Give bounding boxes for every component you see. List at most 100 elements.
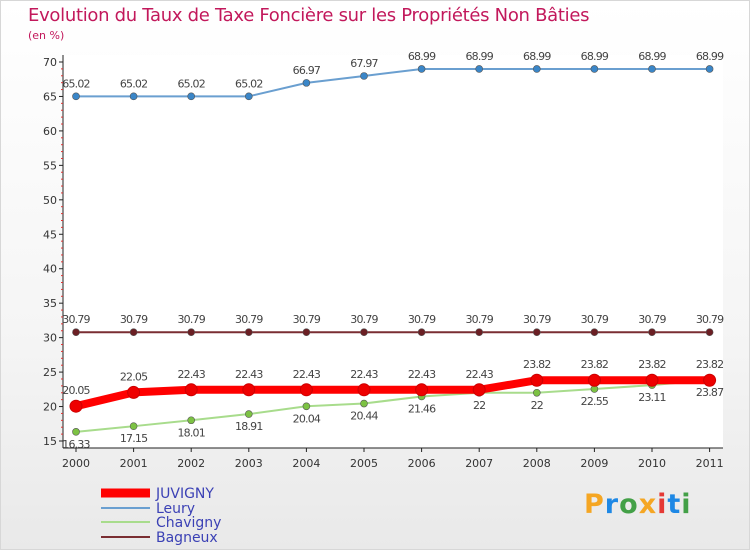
legend-label-chavigny: Chavigny	[156, 515, 221, 531]
legend-label-juvigny: JUVIGNY	[155, 486, 214, 502]
data-label-chavigny-2010: 23.11	[638, 391, 666, 404]
data-label-leury-2005: 67.97	[350, 57, 378, 70]
data-label-juvigny-2002: 22.43	[177, 368, 205, 381]
data-label-leury-2008: 68.99	[523, 50, 551, 63]
y-tick-label: 20	[43, 401, 57, 414]
y-tick-label: 70	[43, 56, 57, 69]
data-label-bagneux-2006: 30.79	[408, 313, 436, 326]
point-juvigny-2011	[703, 373, 717, 387]
point-leury-2005	[360, 72, 368, 80]
data-label-bagneux-2004: 30.79	[293, 313, 321, 326]
data-label-chavigny-2000: 16.33	[62, 438, 90, 451]
point-juvigny-2006	[415, 383, 429, 397]
data-label-juvigny-2009: 23.82	[581, 358, 609, 371]
point-bagneux-2008	[532, 328, 541, 336]
x-tick-label: 2007	[465, 457, 493, 470]
axes: 15 20 25 30 35 40 45 50 55 60 65 70 2000 2001 2002 2003…	[43, 55, 724, 470]
data-label-juvigny-2004: 22.43	[293, 368, 321, 381]
series-layer	[69, 65, 717, 436]
point-leury-2010	[648, 65, 656, 73]
data-label-leury-2006: 68.99	[408, 50, 436, 63]
point-bagneux-2004	[302, 328, 311, 336]
point-bagneux-2005	[360, 328, 368, 336]
x-tick-label: 2003	[235, 457, 263, 470]
point-leury-2009	[590, 65, 599, 73]
x-tick-label: 2002	[177, 457, 205, 470]
proxiti-logo: Proxiti	[584, 489, 692, 520]
data-label-chavigny-2003: 18.91	[235, 420, 263, 433]
series-leury	[72, 65, 714, 101]
y-tick-label: 45	[43, 228, 57, 241]
point-bagneux-2001	[129, 328, 138, 336]
point-juvigny-2007	[472, 383, 486, 397]
x-tick-label: 2001	[120, 457, 148, 470]
y-tick-label: 65	[43, 90, 57, 103]
data-label-chavigny-2002: 18.01	[177, 426, 205, 439]
data-label-chavigny-2008: 22	[531, 399, 543, 412]
x-tick-label: 2004	[292, 457, 320, 470]
data-label-juvigny-2008: 23.82	[523, 358, 551, 371]
point-bagneux-2006	[417, 328, 426, 336]
data-label-leury-2000: 65.02	[62, 77, 90, 90]
data-label-chavigny-2005: 20.44	[350, 410, 378, 423]
point-bagneux-2009	[590, 328, 599, 336]
data-label-juvigny-2003: 22.43	[235, 368, 263, 381]
data-label-bagneux-2003: 30.79	[235, 313, 263, 326]
point-bagneux-2010	[648, 328, 656, 336]
point-bagneux-2002	[187, 328, 195, 336]
point-leury-2001	[129, 92, 138, 101]
y-tick-label: 40	[43, 263, 57, 276]
data-label-leury-2001: 65.02	[120, 77, 148, 90]
point-chavigny-2005	[360, 399, 368, 408]
data-label-bagneux-2008: 30.79	[523, 313, 551, 326]
data-label-bagneux-2010: 30.79	[638, 313, 666, 326]
data-label-bagneux-2009: 30.79	[581, 313, 609, 326]
data-label-leury-2011: 68.99	[696, 50, 724, 63]
data-label-bagneux-2011: 30.79	[696, 313, 724, 326]
data-label-bagneux-2005: 30.79	[350, 313, 378, 326]
data-label-juvigny-2005: 22.43	[350, 368, 378, 381]
point-leury-2007	[475, 65, 484, 73]
data-label-leury-2009: 68.99	[581, 50, 609, 63]
point-chavigny-2003	[245, 410, 253, 418]
point-chavigny-2008	[532, 388, 541, 397]
point-juvigny-2005	[357, 383, 371, 397]
data-label-leury-2007: 68.99	[465, 50, 493, 63]
series-line-leury	[75, 67, 711, 98]
y-tick-label: 25	[43, 366, 57, 379]
data-label-bagneux-2000: 30.79	[62, 313, 90, 326]
y-tick-label: 35	[43, 297, 57, 310]
x-tick-label: 2006	[408, 457, 436, 470]
series-line-juvigny	[72, 376, 714, 411]
data-label-juvigny-2001: 22.05	[120, 370, 148, 383]
point-juvigny-2004	[299, 383, 313, 397]
data-label-chavigny-2009: 22.55	[581, 395, 609, 408]
x-tick-label: 2010	[638, 457, 666, 470]
data-label-leury-2004: 66.97	[293, 64, 321, 77]
data-label-chavigny-2011: 23.87	[696, 386, 724, 399]
point-bagneux-2011	[705, 328, 714, 336]
data-label-leury-2003: 65.02	[235, 77, 263, 90]
x-tick-label: 2009	[580, 457, 608, 470]
point-juvigny-2001	[127, 385, 141, 399]
point-leury-2000	[72, 92, 80, 101]
point-leury-2004	[302, 79, 311, 87]
point-juvigny-2000	[69, 399, 83, 413]
point-juvigny-2010	[645, 373, 659, 387]
point-juvigny-2003	[242, 383, 256, 397]
point-juvigny-2009	[587, 373, 601, 387]
y-tick-label: 55	[43, 159, 57, 172]
data-label-juvigny-2010: 23.82	[638, 358, 666, 371]
data-label-juvigny-2000: 20.05	[62, 384, 90, 397]
data-label-juvigny-2006: 22.43	[408, 368, 436, 381]
data-label-chavigny-2007: 22	[473, 399, 485, 412]
data-label-bagneux-2007: 30.79	[465, 313, 493, 326]
x-tick-label: 2005	[350, 457, 378, 470]
series-line-chavigny	[75, 378, 711, 433]
point-juvigny-2002	[184, 383, 198, 397]
x-tick-label: 2011	[696, 457, 724, 470]
y-tick-label: 60	[43, 125, 57, 138]
